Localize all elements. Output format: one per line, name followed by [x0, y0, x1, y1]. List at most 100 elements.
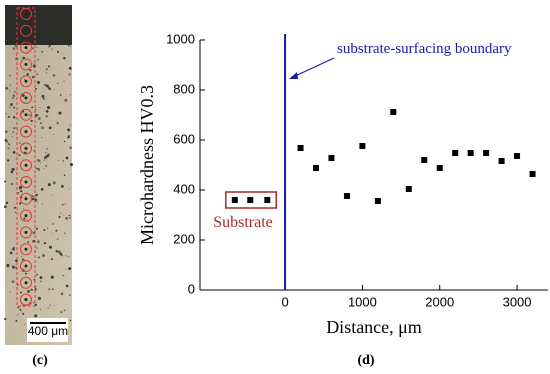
- speckle: [24, 272, 27, 275]
- indent: [20, 159, 32, 172]
- point: [313, 165, 319, 171]
- speckle: [37, 201, 39, 203]
- y-tick-label: 0: [188, 281, 195, 296]
- speckle: [9, 75, 11, 77]
- point: [514, 153, 521, 159]
- speckle: [29, 69, 32, 72]
- speckle: [40, 188, 44, 191]
- speckle: [40, 122, 42, 124]
- speckle: [35, 87, 37, 90]
- speckle: [60, 212, 62, 214]
- speckle: [21, 94, 25, 97]
- speckle: [53, 134, 55, 136]
- speckle: [10, 103, 13, 106]
- speckle: [4, 180, 6, 183]
- point: [297, 145, 304, 151]
- micrograph: 400 μm (c): [4, 5, 73, 368]
- speckle: [48, 287, 50, 290]
- indent-core: [24, 130, 28, 134]
- indent-core: [24, 46, 28, 50]
- speckle: [27, 240, 30, 244]
- speckle: [13, 126, 16, 130]
- speckle: [17, 306, 20, 309]
- speckle: [35, 273, 39, 276]
- speckle: [48, 289, 50, 291]
- speckle: [69, 163, 73, 167]
- speckle: [68, 188, 70, 190]
- speckle: [60, 311, 63, 313]
- speckle: [64, 203, 66, 205]
- speckle: [65, 156, 69, 160]
- speckle: [68, 73, 71, 76]
- speckle: [45, 110, 49, 113]
- speckle: [5, 113, 7, 115]
- speckle: [34, 314, 38, 318]
- point: [359, 143, 366, 149]
- speckle: [5, 201, 9, 205]
- speckle: [65, 284, 69, 288]
- speckle: [63, 174, 66, 177]
- speckle: [65, 255, 67, 257]
- speckle: [63, 232, 66, 234]
- speckle: [36, 73, 39, 76]
- speckle: [46, 154, 49, 158]
- indent: [20, 125, 32, 138]
- speckle: [52, 233, 54, 235]
- speckle: [31, 106, 33, 109]
- speckle: [47, 227, 49, 229]
- speckle: [46, 148, 49, 150]
- speckle: [55, 229, 58, 232]
- indent: [20, 8, 32, 20]
- speckle: [22, 313, 25, 315]
- speckle: [46, 84, 47, 86]
- speckle: [41, 136, 43, 139]
- speckle: [49, 245, 53, 249]
- speckle: [62, 274, 65, 277]
- indent-core: [24, 79, 28, 83]
- speckle: [41, 94, 45, 98]
- speckle: [39, 107, 41, 109]
- indent-core: [24, 281, 28, 285]
- indent: [20, 24, 32, 37]
- speckle: [48, 126, 52, 130]
- speckle: [9, 89, 11, 91]
- speckle: [20, 190, 23, 193]
- x-tick-label: 2000: [425, 294, 454, 309]
- speckle: [61, 185, 64, 188]
- speckle: [24, 79, 26, 81]
- speckle: [24, 324, 26, 326]
- substrate-box: [225, 191, 278, 209]
- speckle: [47, 183, 51, 187]
- speckle: [57, 250, 61, 254]
- indent-core: [24, 298, 28, 302]
- speckle: [45, 152, 47, 154]
- speckle: [15, 54, 17, 56]
- indent-core: [24, 113, 28, 117]
- speckle: [12, 131, 14, 133]
- speckle: [55, 249, 58, 253]
- speckle: [34, 288, 37, 291]
- point: [264, 197, 271, 203]
- speckle: [47, 307, 49, 309]
- speckle: [37, 80, 41, 84]
- speckle: [12, 136, 14, 138]
- speckle: [33, 302, 35, 304]
- point: [498, 158, 505, 164]
- speckle: [57, 50, 60, 53]
- speckle: [37, 296, 41, 300]
- speckle: [6, 159, 10, 162]
- indent: [20, 58, 32, 71]
- indent-column: [16, 7, 36, 307]
- speckle: [57, 82, 59, 84]
- micrograph-image: [5, 5, 72, 345]
- indent-core: [24, 163, 28, 167]
- speckle: [13, 106, 16, 109]
- speckle: [51, 288, 54, 291]
- speckle: [60, 292, 64, 296]
- x-axis-label: Distance, μm: [326, 317, 422, 337]
- point: [231, 197, 238, 203]
- speckle: [43, 159, 46, 161]
- speckle: [5, 130, 8, 133]
- speckle: [42, 97, 45, 100]
- speckle: [39, 162, 41, 164]
